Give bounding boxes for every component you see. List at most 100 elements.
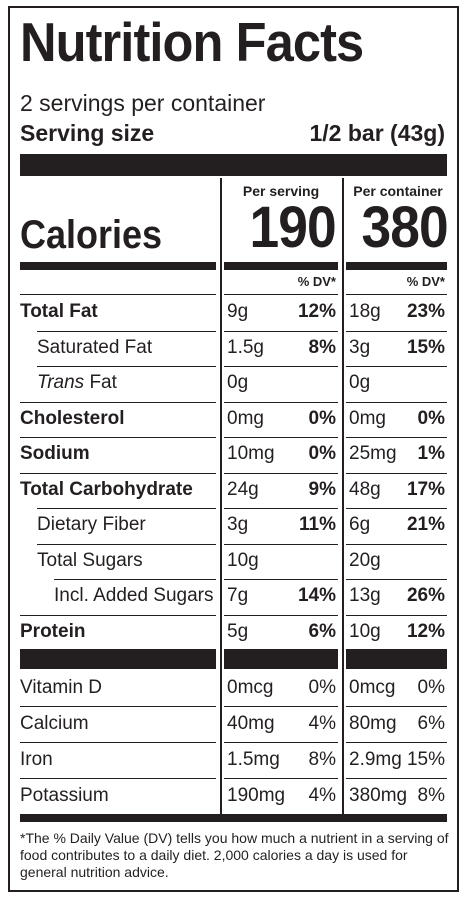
calories-bar-1	[20, 262, 216, 270]
vitamin-dv-per-serving: 4%	[308, 785, 336, 806]
column-divider-2	[342, 178, 344, 819]
row-divider-name	[37, 508, 216, 509]
row-divider-container	[346, 366, 447, 367]
row-divider-name	[37, 330, 216, 332]
amount-per-container: 0g	[349, 372, 371, 393]
row-divider-serving	[224, 579, 338, 580]
footnote: *The % Daily Value (DV) tells you how mu…	[20, 830, 449, 880]
amount-per-container: 13g	[349, 585, 381, 606]
dv-per-serving: 6%	[308, 620, 336, 642]
vitamin-amount-per-serving: 190mg	[227, 785, 286, 806]
dv-per-container: 1%	[417, 443, 445, 464]
row-divider-container	[346, 508, 447, 509]
vitamin-divider-name	[20, 742, 216, 743]
row-divider-first-serving	[224, 294, 338, 295]
vitamin-divider-name	[20, 778, 216, 779]
amount-per-container: 10g	[349, 620, 381, 642]
dv-per-serving: 14%	[297, 585, 336, 606]
dv-per-container: 17%	[406, 478, 445, 500]
per-serving-header: Per serving	[242, 183, 320, 199]
nutrient-name: Trans Fat	[37, 372, 117, 393]
amount-per-container: 20g	[349, 549, 381, 571]
vitamin-divider-name	[20, 706, 216, 707]
vitamin-amount-per-serving: 1.5mg	[227, 749, 280, 770]
row-divider-first-container	[346, 294, 447, 295]
vitamin-name: Potassium	[20, 785, 109, 806]
dv-per-serving: 11%	[299, 514, 336, 535]
row-divider-name	[20, 401, 216, 403]
dv-per-container: 21%	[406, 514, 445, 535]
row-divider-serving	[224, 330, 338, 332]
vitamin-amount-per-container: 0mcg	[349, 677, 396, 698]
row-divider-name	[54, 579, 216, 580]
vitamin-dv-per-serving: 0%	[308, 677, 336, 698]
row-divider-serving	[224, 508, 338, 509]
vitamin-divider-serving	[224, 778, 338, 779]
vitamin-amount-per-container: 80mg	[349, 713, 397, 734]
row-divider-container	[346, 401, 447, 403]
amount-per-container: 3g	[349, 336, 371, 358]
nutrient-name: Total Fat	[20, 301, 98, 322]
dv-header-container: % DV*	[406, 274, 445, 289]
row-divider-container	[346, 579, 447, 580]
row-divider-container	[346, 472, 447, 474]
serving-size-label: Serving size	[20, 120, 155, 146]
row-divider-container	[346, 543, 447, 545]
vitamin-name: Vitamin D	[20, 677, 103, 698]
amount-per-container: 0mg	[349, 407, 386, 429]
thick-divider-top	[20, 154, 447, 176]
nutrient-name: Total Carbohydrate	[20, 478, 193, 500]
row-divider-serving	[224, 401, 338, 403]
dv-per-container: 15%	[406, 336, 445, 358]
calories-per-serving: 190	[249, 195, 337, 260]
thick-divider-mid-1	[20, 649, 216, 669]
nutrient-name: Sodium	[20, 443, 90, 464]
dv-per-serving: 8%	[308, 336, 336, 358]
row-divider-name	[20, 614, 216, 616]
vitamin-dv-per-container: 0%	[417, 677, 445, 698]
nutrient-name: Dietary Fiber	[37, 514, 146, 535]
amount-per-container: 18g	[349, 301, 381, 322]
dv-per-serving: 12%	[297, 301, 336, 322]
serving-size-value: 1/2 bar (43g)	[309, 120, 446, 146]
amount-per-container: 6g	[349, 514, 371, 535]
calories-bar-3	[346, 262, 447, 270]
row-divider-name	[37, 543, 216, 545]
dv-per-container: 26%	[406, 585, 445, 606]
thick-divider-mid-2	[224, 649, 338, 669]
dv-per-container: 23%	[406, 301, 445, 322]
vitamin-dv-per-serving: 4%	[308, 713, 336, 734]
vitamin-divider-container	[346, 778, 447, 779]
row-divider-name	[20, 437, 216, 438]
row-divider-name	[20, 472, 216, 474]
vitamin-divider-container	[346, 706, 447, 707]
row-divider-serving	[224, 614, 338, 616]
vitamin-dv-per-container: 15%	[406, 749, 445, 770]
row-divider-container	[346, 437, 447, 438]
amount-per-serving: 0g	[227, 372, 249, 393]
amount-per-serving: 7g	[227, 585, 249, 606]
row-divider-container	[346, 614, 447, 616]
amount-per-serving: 0mg	[227, 407, 264, 429]
nutrient-name-italic: Trans	[37, 372, 85, 393]
vitamin-amount-per-container: 380mg	[349, 785, 408, 806]
amount-per-serving: 1.5g	[227, 336, 264, 358]
row-divider-serving	[224, 366, 338, 367]
calories-bar-2	[224, 262, 338, 270]
nutrition-facts-label: Nutrition Facts 2 servings per container…	[8, 6, 459, 892]
calories-label: Calories	[20, 213, 163, 257]
vitamin-dv-per-serving: 8%	[308, 749, 336, 770]
vitamin-divider-container	[346, 742, 447, 743]
servings-per-container: 2 servings per container	[20, 90, 266, 116]
vitamin-amount-per-container: 2.9mg	[349, 749, 402, 770]
amount-per-serving: 10mg	[227, 443, 275, 464]
row-divider-container	[346, 330, 447, 332]
vitamin-amount-per-serving: 40mg	[227, 713, 275, 734]
row-divider-name	[37, 366, 216, 367]
nutrient-name: Incl. Added Sugars	[54, 585, 214, 606]
column-divider-1	[220, 178, 222, 819]
vitamin-divider-serving	[224, 742, 338, 743]
vitamin-divider-serving	[224, 706, 338, 707]
per-container-header: Per container	[353, 183, 443, 199]
dv-per-container: 12%	[406, 620, 445, 642]
